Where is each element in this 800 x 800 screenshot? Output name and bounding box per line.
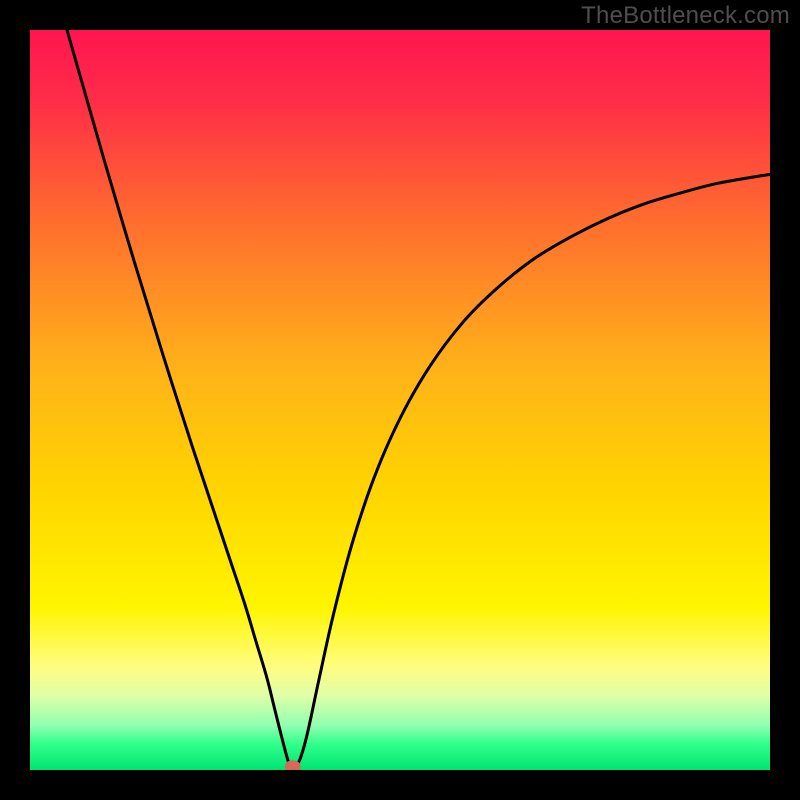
watermark-text: TheBottleneck.com [581,2,790,30]
chart-frame: TheBottleneck.com [0,0,800,800]
plot-svg [0,0,800,800]
plot-background [30,30,770,770]
